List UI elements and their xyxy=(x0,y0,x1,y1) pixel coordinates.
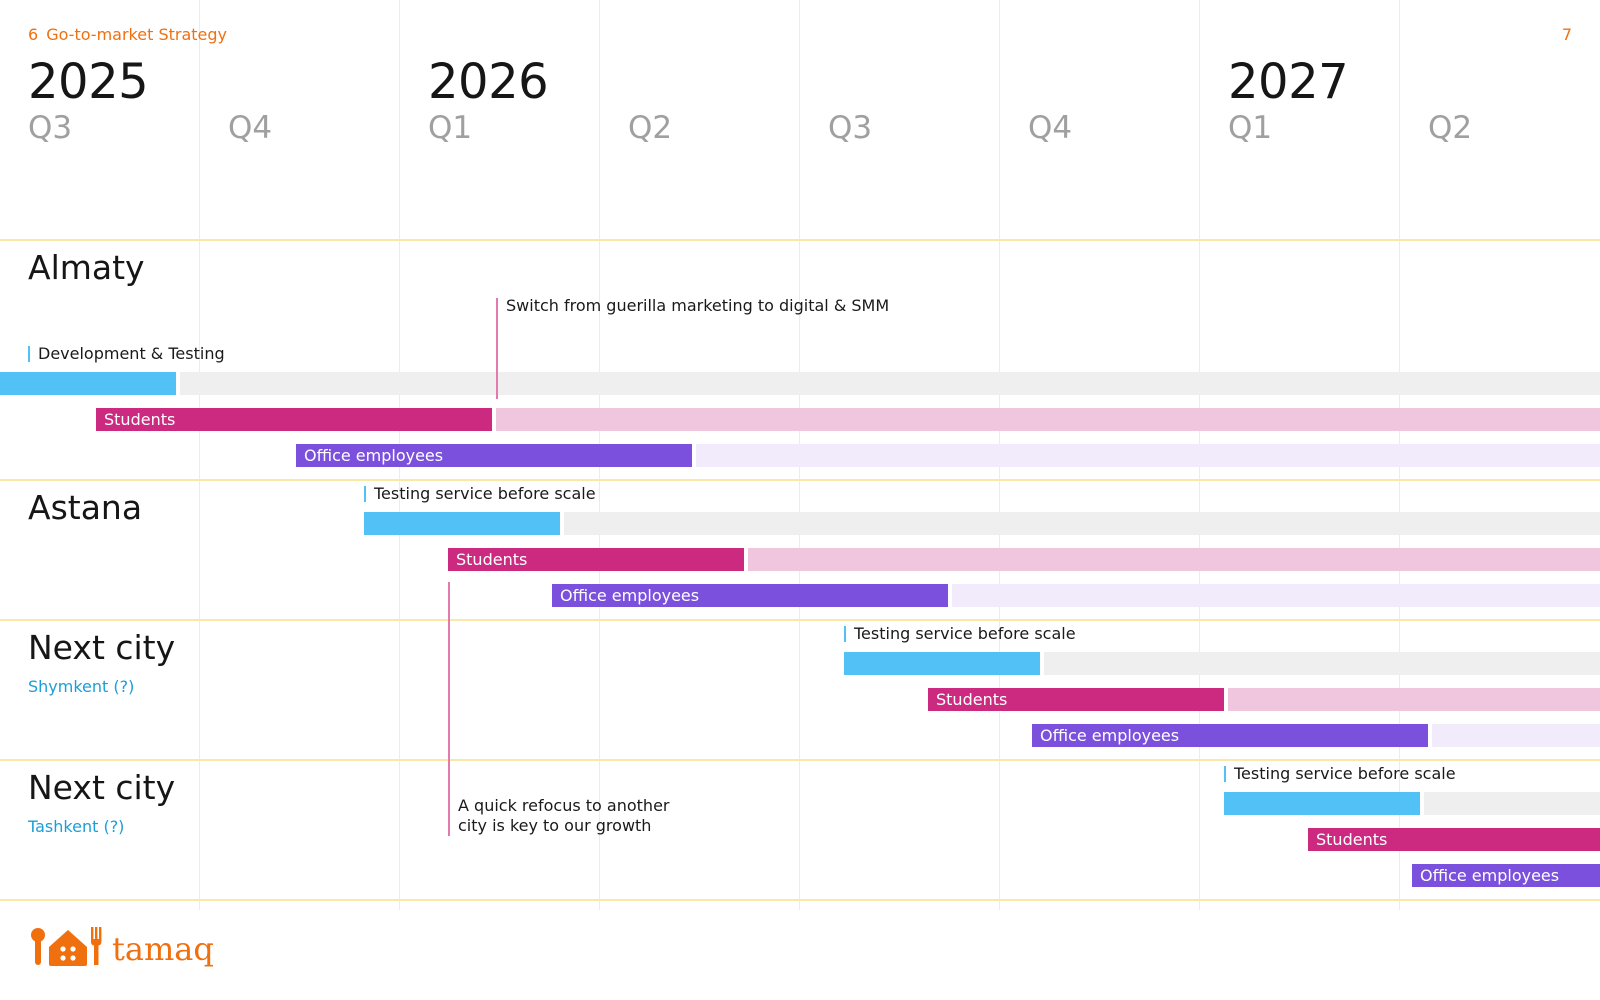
row-divider xyxy=(0,619,1600,621)
city-name-next-city: Next city xyxy=(28,768,176,807)
city-subtitle-shymkent: Shymkent (?) xyxy=(28,677,135,696)
office-employees-bar: Office employees xyxy=(296,444,692,467)
phase-label: Development & Testing xyxy=(28,344,225,364)
phase-label: Testing service before scale xyxy=(844,624,1076,644)
section-label: 6 Go-to-market Strategy xyxy=(28,25,235,44)
row-divider xyxy=(0,759,1600,761)
refocus-note-line2: city is key to our growth xyxy=(458,816,652,835)
office-employees-bar-remainder xyxy=(1432,724,1600,747)
grid-line-q4-2025 xyxy=(199,0,200,910)
city-subtitle-tashkent: Tashkent (?) xyxy=(28,817,125,836)
milestone-marker xyxy=(496,298,498,399)
students-bar-remainder xyxy=(748,548,1600,571)
students-bar: Students xyxy=(928,688,1224,711)
row-divider xyxy=(0,239,1600,241)
students-bar-remainder xyxy=(496,408,1600,431)
quarter-label: Q4 xyxy=(1028,110,1073,146)
quarter-label: Q1 xyxy=(1228,110,1273,146)
brand-wordmark: tamaq xyxy=(112,930,214,968)
students-bar: Students xyxy=(96,408,492,431)
city-name-next-city: Next city xyxy=(28,628,176,667)
tamaq-logo: tamaq xyxy=(31,927,214,968)
city-name-almaty: Almaty xyxy=(28,248,145,287)
quarter-label: Q3 xyxy=(828,110,873,146)
students-bar-remainder xyxy=(1228,688,1600,711)
office-employees-bar-remainder xyxy=(952,584,1600,607)
quarter-label: Q1 xyxy=(428,110,473,146)
office-employees-bar: Office employees xyxy=(1412,864,1600,887)
row-divider xyxy=(0,899,1600,901)
row-divider xyxy=(0,479,1600,481)
testing-bar-remainder xyxy=(1424,792,1600,815)
quarter-label: Q2 xyxy=(1428,110,1473,146)
office-employees-bar: Office employees xyxy=(552,584,948,607)
city-name-astana: Astana xyxy=(28,488,143,527)
students-bar: Students xyxy=(1308,828,1600,851)
phase-label: Testing service before scale xyxy=(364,484,596,504)
page-number: 7 xyxy=(1561,25,1572,44)
testing-bar xyxy=(1224,792,1420,815)
testing-bar xyxy=(0,372,176,395)
testing-bar xyxy=(844,652,1040,675)
office-employees-bar: Office employees xyxy=(1032,724,1428,747)
quarter-label: Q3 xyxy=(28,110,73,146)
refocus-note-line1: A quick refocus to another xyxy=(458,796,670,815)
quarter-label: Q4 xyxy=(228,110,273,146)
students-bar: Students xyxy=(448,548,744,571)
testing-bar-remainder xyxy=(180,372,1600,395)
phase-label: Testing service before scale xyxy=(1224,764,1456,784)
testing-bar-remainder xyxy=(564,512,1600,535)
testing-bar-remainder xyxy=(1044,652,1600,675)
year-2025: 2025 xyxy=(28,54,149,110)
testing-bar xyxy=(364,512,560,535)
year-2026: 2026 xyxy=(428,54,549,110)
section-number: 6 xyxy=(28,25,39,44)
section-title: Go-to-market Strategy xyxy=(46,25,227,44)
office-employees-bar-remainder xyxy=(696,444,1600,467)
year-2027: 2027 xyxy=(1228,54,1349,110)
milestone-note: Switch from guerilla marketing to digita… xyxy=(506,296,890,315)
refocus-marker xyxy=(448,582,450,836)
quarter-label: Q2 xyxy=(628,110,673,146)
